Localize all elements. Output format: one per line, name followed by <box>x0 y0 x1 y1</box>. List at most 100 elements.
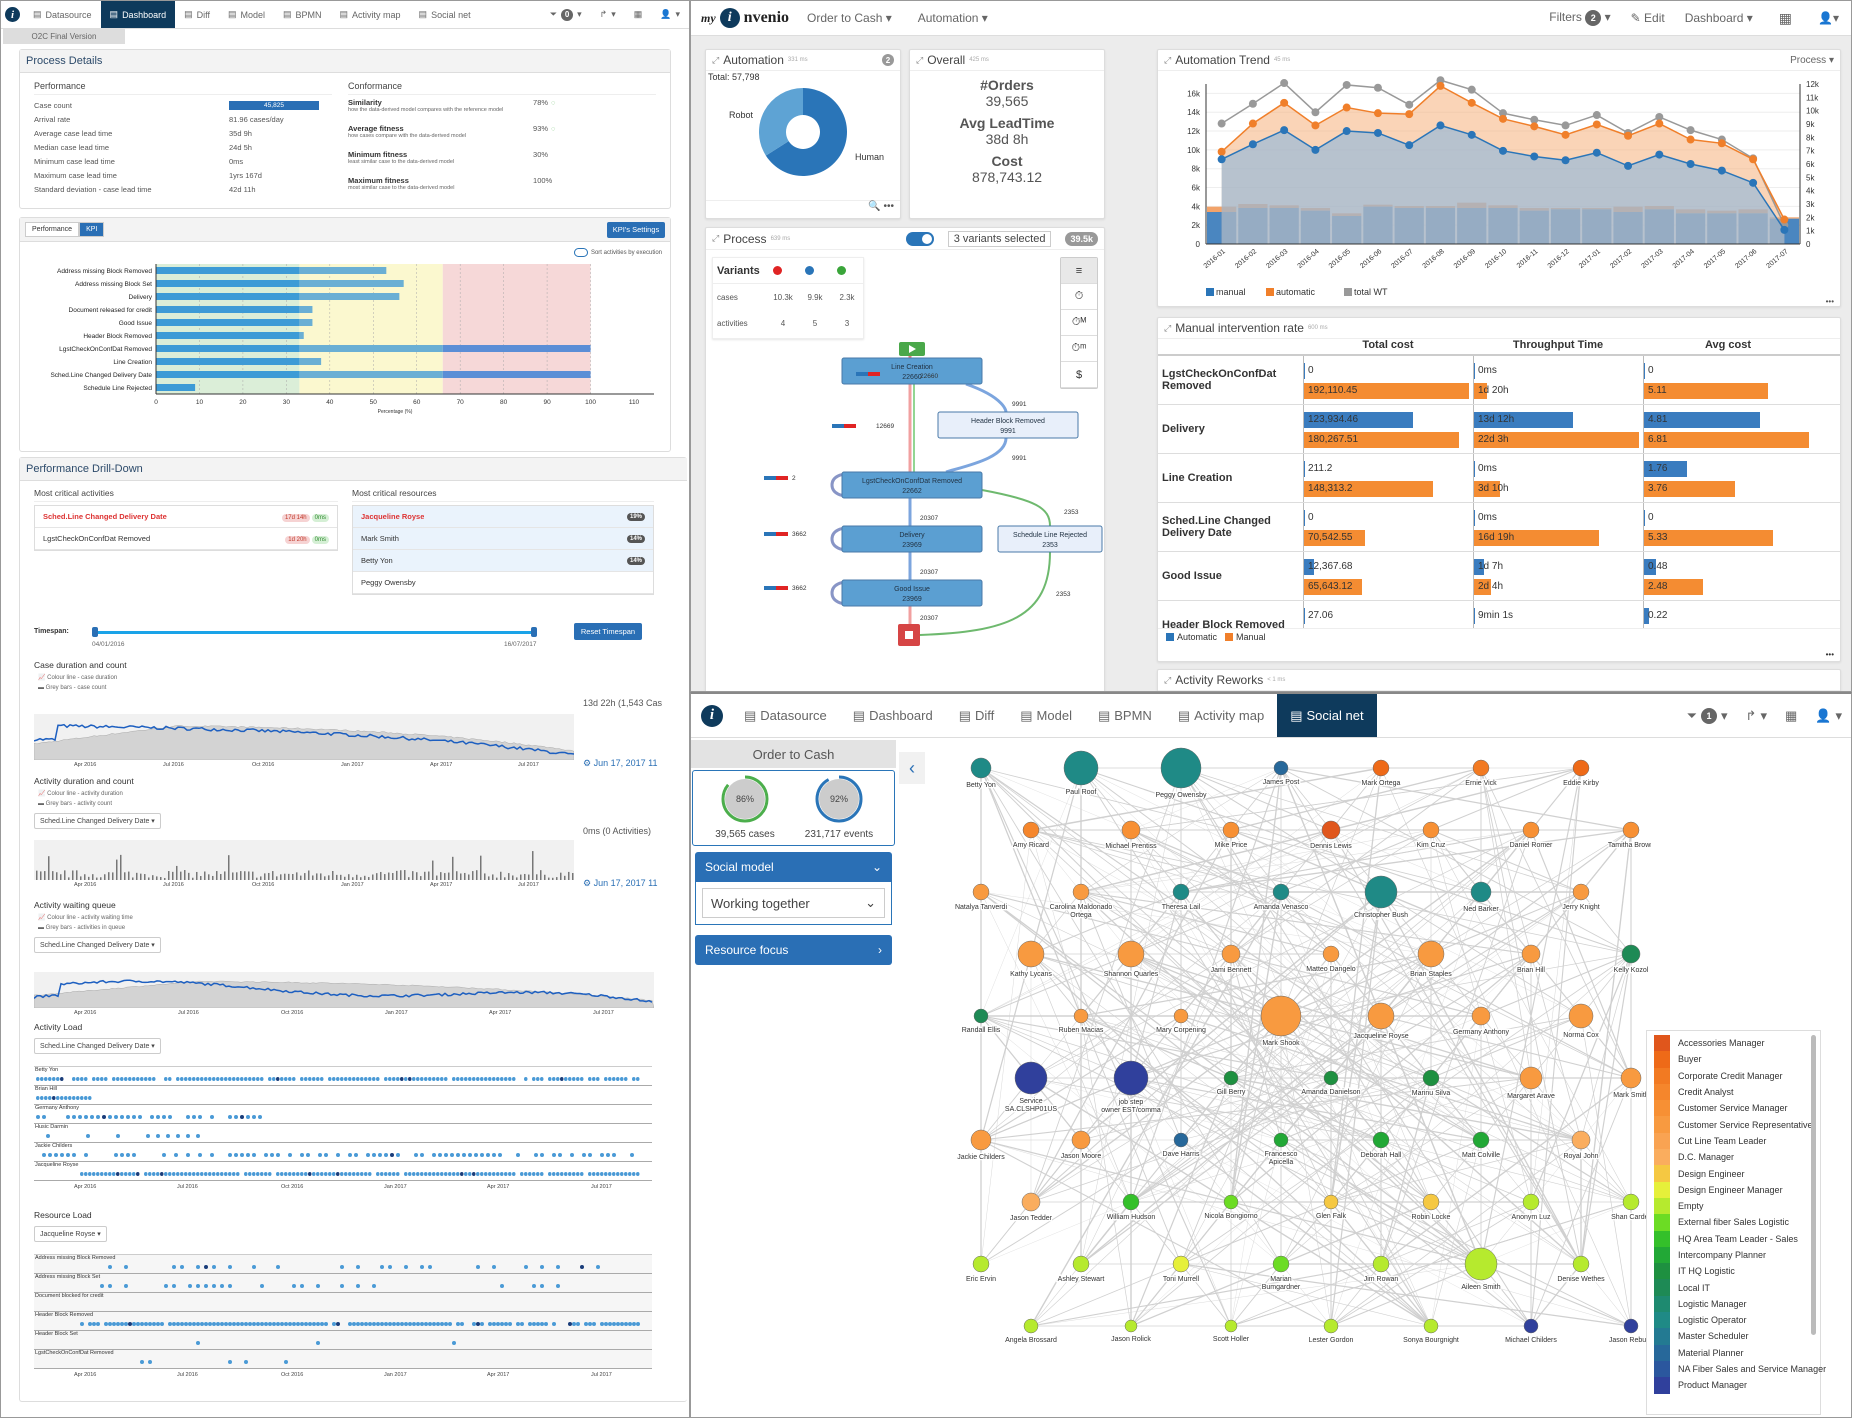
timespan-slider-track[interactable] <box>92 631 537 634</box>
critical-resource-row[interactable]: Mark Smith 14% <box>353 528 653 550</box>
critical-resource-row[interactable]: Betty Yon 14% <box>353 550 653 572</box>
critical-activity-row[interactable]: Sched.Line Changed Delivery Date 17d 14h 0… <box>35 506 337 528</box>
column-header[interactable]: Throughput Time <box>1512 339 1604 351</box>
social-model-header[interactable]: Social model ⌄ <box>695 852 892 882</box>
clock-mean-icon[interactable]: ⏱ᴹ <box>1061 310 1097 336</box>
social-model-select[interactable]: Working together ⌄ <box>702 888 885 918</box>
social-nav-tab-social-net[interactable]: ▤ Social net <box>1277 694 1377 737</box>
expand-icon[interactable]: ⤢ <box>916 54 924 65</box>
activity-select[interactable]: Sched.Line Changed Delivery Date ▾ <box>34 813 161 829</box>
myinvenio-logo[interactable]: my i nvenio <box>701 8 789 28</box>
apps-grid-icon[interactable]: ▦ <box>1784 707 1798 723</box>
activity-load-select[interactable]: Sched.Line Changed Delivery Date ▾ <box>34 1038 161 1054</box>
case-chart-date[interactable]: ⚙ Jun 17, 2017 11 <box>582 758 659 769</box>
column-header[interactable]: Total cost <box>1362 339 1414 351</box>
share-button[interactable]: ↱ ▾ <box>1745 707 1767 723</box>
zoom-icon[interactable]: 🔍 <box>868 201 881 212</box>
kpi-tab-performance[interactable]: Performance <box>25 222 80 237</box>
graph-node <box>1622 1193 1640 1211</box>
process-node <box>841 525 983 553</box>
critical-resource-row[interactable]: Peggy Owensby <box>353 572 653 594</box>
nav-tab-diff[interactable]: ▤ Diff <box>175 1 219 28</box>
user-menu-button[interactable]: 👤 ▾ <box>1815 707 1842 723</box>
clock-icon[interactable]: ⏱ <box>1061 284 1097 310</box>
social-nav-tab-bpmn[interactable]: ▤ BPMN <box>1085 694 1165 737</box>
y-tick-right: 9k <box>1806 120 1815 129</box>
social-nav-tab-model[interactable]: ▤ Model <box>1007 694 1085 737</box>
load-dot <box>312 1172 316 1176</box>
apps-grid-icon[interactable]: ▦ <box>1778 9 1793 26</box>
count-bar <box>220 874 222 880</box>
social-nav-tab-dashboard[interactable]: ▤ Dashboard <box>840 694 946 737</box>
nav-tab-bpmn[interactable]: ▤ BPMN <box>274 1 331 28</box>
share-button[interactable]: ↱ ▾ <box>599 9 616 19</box>
nav-tab-datasource[interactable]: ▤ Datasource <box>24 1 101 28</box>
load-dot <box>316 1172 320 1176</box>
variant-dot-3[interactable] <box>837 266 846 275</box>
list-icon[interactable]: ≡ <box>1061 258 1097 284</box>
legend-scrollbar[interactable] <box>1811 1035 1816 1335</box>
version-tab[interactable]: O2C Final Version <box>3 29 125 44</box>
filters-button[interactable]: Filters 2 ▾ <box>1549 10 1611 26</box>
nav-tab-model[interactable]: ▤ Model <box>219 1 274 28</box>
reset-timespan-button[interactable]: Reset Timespan <box>574 623 642 640</box>
info-logo-icon[interactable]: i <box>5 7 20 22</box>
resource-load-select[interactable]: Jacqueline Royse ▾ <box>34 1226 107 1242</box>
critical-resource-row[interactable]: Jacqueline Royse 19% <box>353 506 653 528</box>
expand-icon[interactable]: ⤢ <box>712 233 720 243</box>
filter-button[interactable]: ⏷ 0 ▾ <box>549 8 582 21</box>
expand-icon[interactable]: ⤢ <box>712 54 720 65</box>
nav-tab-social-net[interactable]: ▤ Social net <box>410 1 480 28</box>
kpi-bar-label: Sched.Line Changed Delivery Date <box>50 372 152 379</box>
waiting-select[interactable]: Sched.Line Changed Delivery Date ▾ <box>34 937 161 953</box>
variants-toggle[interactable] <box>905 231 934 246</box>
info-logo-icon[interactable]: i <box>701 704 723 727</box>
timespan-end-handle[interactable] <box>531 627 537 637</box>
bar-value: 16d 19h <box>1478 532 1515 543</box>
menu-order-to-cash[interactable]: Order to Cash ▾ <box>807 11 892 25</box>
manual-more-icon[interactable]: ••• <box>1825 650 1834 659</box>
apps-button[interactable]: ▦ <box>625 1 652 28</box>
menu-automation[interactable]: Automation ▾ <box>917 11 988 25</box>
critical-activity-row[interactable]: LgstCheckOnConfDat Removed 1d 20h 0ms <box>35 528 337 550</box>
dollar-icon[interactable]: $ <box>1061 362 1097 388</box>
point-total-wt <box>1655 112 1664 121</box>
user-menu-button[interactable]: 👤 ▾ <box>660 9 680 19</box>
social-nav-tab-diff[interactable]: ▤ Diff <box>946 694 1008 737</box>
expand-icon[interactable]: ⤢ <box>1164 322 1172 333</box>
graph-node <box>1367 1002 1395 1030</box>
timespan-start-handle[interactable] <box>92 627 98 637</box>
load-dot <box>292 1284 296 1288</box>
load-dot <box>608 1172 612 1176</box>
clock-median-icon[interactable]: ⏱ᵐ <box>1061 336 1097 362</box>
variant-dot-2[interactable] <box>805 266 814 275</box>
filter-button[interactable]: ⏷ 1 ▾ <box>1686 707 1728 724</box>
expand-icon[interactable]: ⤢ <box>1164 54 1172 65</box>
manual-bar: 70,542.55 <box>1304 530 1473 546</box>
column-header[interactable]: Avg cost <box>1704 339 1752 351</box>
load-dot <box>572 1172 576 1176</box>
dashboard-menu[interactable]: Dashboard ▾ <box>1684 11 1753 25</box>
more-icon[interactable]: ••• <box>883 201 894 212</box>
kpi-tab-kpi[interactable]: KPI <box>79 222 105 237</box>
variants-selected-box[interactable]: 3 variants selected <box>947 230 1052 247</box>
social-nav-tab-datasource[interactable]: ▤ Datasource <box>731 694 840 737</box>
nav-tab-dashboard[interactable]: ▤ Dashboard <box>100 1 176 28</box>
resource-focus-header[interactable]: Resource focus › <box>695 935 892 965</box>
pie-slice-human <box>765 88 847 176</box>
variant-dot-1[interactable] <box>773 266 782 275</box>
kpi-settings-button[interactable]: KPI's Settings <box>607 221 665 238</box>
sort-toggle[interactable] <box>573 248 588 257</box>
user-menu-icon[interactable]: 👤▾ <box>1818 11 1839 25</box>
edit-button[interactable]: ✎ Edit <box>1630 11 1665 25</box>
activity-chart-date[interactable]: ⚙ Jun 17, 2017 11 <box>582 878 659 889</box>
social-nav-tab-activity-map[interactable]: ▤ Activity map <box>1165 694 1277 737</box>
expand-icon[interactable]: ⤢ <box>1164 674 1172 685</box>
nav-tab-activity-map[interactable]: ▤ Activity map <box>331 1 410 28</box>
automatic-bar: 0.22 <box>1644 608 1813 624</box>
trend-more-icon[interactable]: ••• <box>1825 297 1834 306</box>
collapse-sidebar-button[interactable]: ‹ <box>899 752 925 784</box>
trend-process-dropdown[interactable]: Process ▾ <box>1790 54 1834 66</box>
